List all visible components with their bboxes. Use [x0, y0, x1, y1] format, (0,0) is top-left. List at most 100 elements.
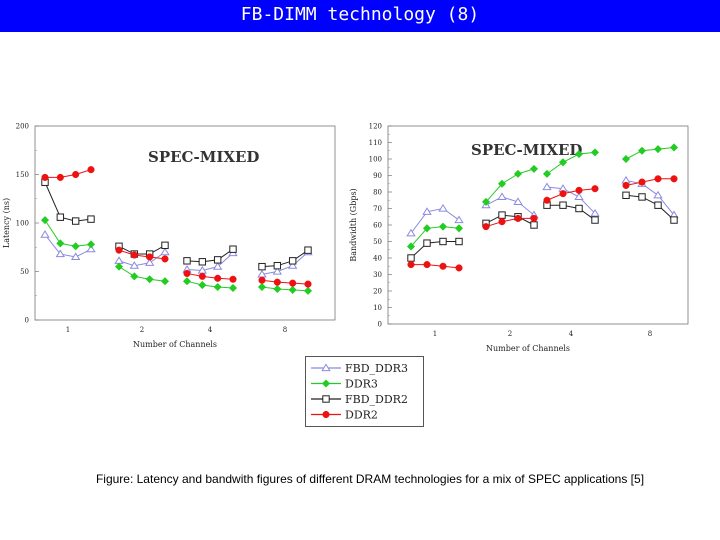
series-line	[45, 169, 92, 178]
x-tick-label: 1	[66, 326, 70, 334]
data-point	[498, 218, 506, 226]
series-line	[118, 266, 166, 282]
series-line	[44, 182, 92, 222]
data-point	[669, 143, 679, 152]
y-tick-label: 50	[20, 268, 29, 276]
y-tick-label: 70	[373, 205, 382, 213]
x-tick-label: 8	[648, 330, 652, 338]
data-point	[146, 253, 154, 261]
data-point	[71, 242, 80, 251]
data-point	[40, 216, 50, 225]
series-line	[44, 234, 92, 258]
series-line	[44, 219, 92, 247]
series-line	[186, 272, 234, 280]
data-point	[198, 258, 207, 266]
data-point	[498, 211, 506, 219]
data-point	[160, 277, 170, 286]
data-point	[160, 247, 170, 256]
data-point	[622, 191, 630, 199]
data-point	[304, 280, 312, 288]
data-point	[71, 217, 80, 225]
series-line	[625, 179, 675, 216]
series-line	[186, 252, 234, 272]
data-point	[183, 257, 191, 265]
data-point	[654, 201, 662, 209]
series-ddr3	[406, 143, 679, 251]
data-point	[439, 237, 447, 246]
data-point	[257, 282, 267, 292]
data-point	[145, 275, 154, 284]
data-point	[422, 224, 432, 233]
series-fbd-ddr2	[407, 191, 678, 262]
series-fbd-ddr2	[41, 178, 312, 271]
data-point	[229, 245, 237, 253]
series-line	[186, 280, 234, 289]
series-line	[546, 188, 596, 201]
data-point	[407, 254, 415, 262]
legend-marker	[321, 363, 331, 372]
data-point	[455, 237, 463, 246]
data-point	[72, 170, 80, 179]
series-line	[410, 241, 459, 259]
series-line	[261, 279, 309, 285]
data-point	[591, 216, 599, 224]
data-point	[574, 150, 584, 159]
slide-title: FB-DIMM technology (8)	[240, 4, 480, 25]
y-tick-label: 60	[373, 222, 382, 230]
data-point	[406, 242, 416, 251]
data-point	[70, 252, 81, 261]
data-point	[56, 239, 65, 248]
y-tick-label: 120	[369, 123, 382, 131]
data-point	[423, 239, 431, 247]
y-tick-label: 80	[373, 189, 382, 197]
data-point	[621, 154, 631, 164]
y-tick-label: 0	[25, 317, 29, 325]
y-tick-label: 100	[369, 156, 382, 164]
legend-label: DDR3	[345, 378, 378, 391]
data-point	[198, 272, 206, 280]
legend-item-ddr3: DDR3	[311, 378, 378, 391]
y-tick-label: 40	[373, 255, 382, 263]
legend-item-fbd-ddr2: FBD_DDR2	[311, 393, 408, 406]
data-point	[559, 190, 567, 198]
data-point	[40, 230, 50, 238]
x-tick-label: 2	[508, 330, 512, 338]
data-point	[513, 197, 523, 205]
data-point	[670, 175, 678, 183]
data-point	[638, 193, 646, 201]
y-tick-label: 110	[369, 139, 382, 147]
series-line	[546, 151, 596, 175]
legend-label: FBD_DDR2	[345, 393, 408, 406]
data-point	[638, 178, 646, 186]
latency-chart: 0 50 100 150 200 1 2 4 8 Number of Channels Latenc…	[2, 123, 336, 349]
data-point	[273, 284, 282, 293]
data-point	[212, 262, 223, 270]
data-point	[454, 224, 464, 233]
y-tick-label: 20	[373, 288, 382, 296]
y-tick-label: 90	[373, 172, 382, 180]
data-point	[438, 203, 448, 212]
data-point	[559, 201, 567, 209]
data-point	[87, 215, 95, 223]
data-point	[182, 277, 192, 286]
series-line	[485, 214, 535, 226]
data-point	[543, 196, 551, 204]
series-line	[410, 226, 460, 247]
series-ddr3	[40, 216, 313, 295]
data-point	[41, 173, 49, 181]
data-point	[438, 222, 448, 231]
data-point	[574, 192, 584, 201]
data-point	[590, 148, 600, 157]
series-line	[411, 264, 460, 269]
data-point	[56, 173, 64, 181]
data-point	[304, 246, 312, 254]
data-point	[407, 261, 415, 269]
series-ddr2	[41, 166, 312, 288]
legend-item-ddr2: DDR2	[311, 409, 378, 422]
data-point	[161, 255, 169, 263]
data-point	[591, 185, 599, 193]
chart-legend: FBD_DDR3 DDR3 FBD_DDR2 DDR2	[305, 356, 424, 427]
series-ddr2	[407, 175, 678, 272]
chart-title: SPEC-MIXED	[471, 141, 582, 159]
y-tick-label: 100	[16, 220, 29, 228]
